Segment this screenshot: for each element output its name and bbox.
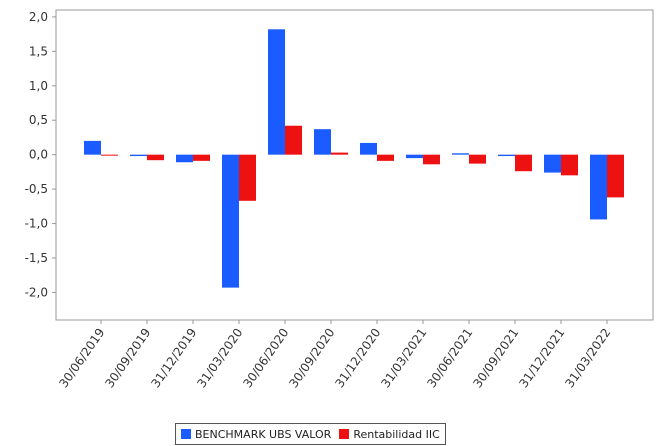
x-axis: 30/06/201930/09/201931/12/201931/03/2020… [56,320,613,390]
bar-benchmark-8 [452,153,469,155]
bar-benchmark-9 [498,154,515,157]
x-tick-label: 30/06/2020 [240,326,291,391]
bar-benchmark-7 [406,154,423,159]
bar-rentabilidad-5 [331,152,348,155]
bar-benchmark-4 [268,29,285,155]
y-tick-label: 0,0 [29,148,48,162]
y-tick-label: 2,0 [29,10,48,24]
bar-benchmark-0 [84,140,101,155]
x-tick-label: 31/12/2021 [516,326,567,391]
bar-rentabilidad-0 [101,154,118,156]
legend-swatch-benchmark [181,429,191,439]
bar-benchmark-1 [130,154,147,157]
legend-label-rentabilidad: Rentabilidad IIC [353,427,440,441]
y-tick-label: -1,5 [25,251,48,265]
x-tick-label: 31/03/2020 [194,326,245,391]
x-tick-label: 30/09/2020 [286,326,337,391]
bar-rentabilidad-1 [147,154,164,161]
bar-benchmark-6 [360,142,377,155]
bar-rentabilidad-10 [561,154,578,176]
bar-rentabilidad-8 [469,154,486,164]
y-tick-label: 1,5 [29,44,48,58]
bar-rentabilidad-9 [515,154,532,172]
x-tick-label: 31/12/2020 [332,326,383,391]
y-axis: 2,0 1,5 1,0 0,5 0,0 -0,5 -1,0 -1,5 -2,0 [25,10,56,299]
bar-benchmark-10 [544,154,561,173]
x-tick-label: 31/12/2019 [148,326,199,391]
y-tick-label: -1,0 [25,217,48,231]
x-tick-label: 30/06/2019 [56,326,107,391]
y-tick-label: -2,0 [25,285,48,299]
bar-benchmark-2 [176,154,193,163]
x-tick-label: 30/09/2019 [102,326,153,391]
bar-rentabilidad-4 [285,125,302,155]
bar-benchmark-3 [222,154,239,288]
y-tick-label: 0,5 [29,113,48,127]
bar-rentabilidad-7 [423,154,440,165]
y-tick-label: -0,5 [25,182,48,196]
bar-rentabilidad-6 [377,154,394,161]
bar-benchmark-5 [314,129,331,155]
legend-item-rentabilidad: Rentabilidad IIC [339,427,440,441]
legend-label-benchmark: BENCHMARK UBS VALOR [195,427,332,441]
x-tick-label: 31/03/2021 [378,326,429,391]
legend-item-benchmark: BENCHMARK UBS VALOR [181,428,331,441]
bar-benchmark-11 [590,154,607,220]
y-tick-label: 1,0 [29,79,48,93]
legend: BENCHMARK UBS VALOR Rentabilidad IIC [175,423,446,445]
bar-rentabilidad-2 [193,154,210,161]
x-tick-label: 30/09/2021 [470,326,521,391]
bar-rentabilidad-11 [607,154,624,198]
x-tick-label: 31/03/2022 [562,326,613,391]
bar-rentabilidad-3 [239,154,256,201]
x-tick-label: 30/06/2021 [424,326,475,391]
bars [84,29,624,288]
legend-swatch-rentabilidad [339,429,350,439]
